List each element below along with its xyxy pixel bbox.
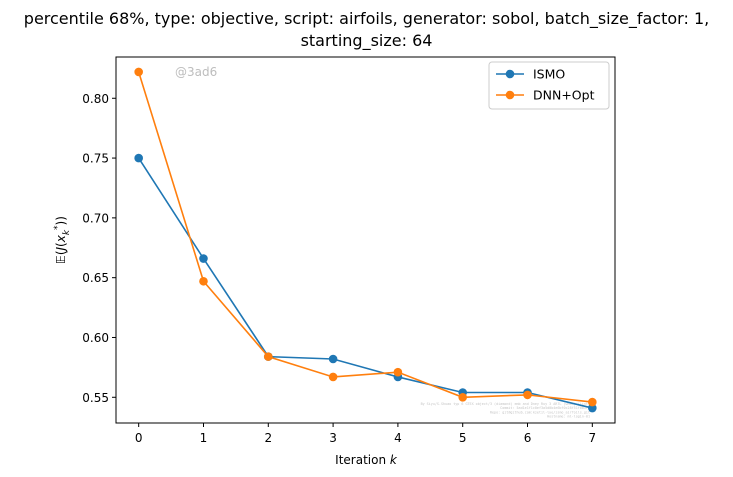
y-tick-label: 0.80: [82, 92, 109, 106]
x-tick-label: 6: [524, 431, 532, 445]
data-point-ismo: [199, 254, 208, 263]
x-axis-label: Iteration k: [335, 453, 398, 467]
footnote-line: Repo: git@github.com:kjetil-lye/ismo_air…: [490, 410, 590, 414]
footnote-line: Hostname: ml-login-01: [547, 415, 590, 419]
y-tick-label: 0.70: [82, 211, 109, 225]
data-point-ismo: [328, 354, 338, 364]
series-line-dnn-opt: [137, 71, 593, 403]
x-axis-ticks: 0 1 2 3 4 5 6 7: [135, 423, 596, 445]
x-tick-label: 3: [329, 431, 337, 445]
y-axis-ticks: 0.55 0.60 0.65 0.70 0.75 0.80: [82, 92, 116, 405]
x-tick-label: 4: [394, 431, 402, 445]
y-tick-label: 0.55: [82, 391, 109, 405]
axes-frame: [115, 56, 616, 424]
x-tick-label: 5: [459, 431, 467, 445]
plot-area: [115, 56, 616, 424]
footnote-line: By Siyu/S.Shuao typ 6 GTEX object/3 (dia…: [421, 402, 590, 406]
data-point-dnn-opt: [588, 397, 597, 407]
footnote-block: By Siyu/S.Shuao typ 6 GTEX object/3 (dia…: [421, 402, 590, 419]
series-line-ismo: [138, 157, 593, 409]
x-tick-label: 0: [135, 431, 143, 445]
legend: ISMO DNN+Opt: [488, 61, 610, 110]
legend-marker-dnn-opt: [505, 90, 515, 100]
data-point-ismo: [134, 153, 143, 163]
footnote-line: Commit: 5ad1e1f1c0ef3a5d0b4e6bf0c28f51f0…: [500, 406, 590, 410]
x-tick-label: 7: [588, 431, 596, 445]
data-point-dnn-opt: [523, 390, 532, 400]
y-tick-label: 0.75: [82, 152, 109, 166]
watermark-text: @3ad6: [175, 65, 217, 79]
y-tick-label: 0.65: [82, 271, 109, 285]
data-point-ismo: [588, 403, 597, 413]
x-tick-label: 1: [200, 431, 208, 445]
series-layer: [134, 67, 597, 413]
legend-label-ismo: ISMO: [533, 67, 565, 82]
data-point-dnn-opt: [393, 367, 403, 377]
data-point-dnn-opt: [458, 392, 468, 402]
data-point-dnn-opt: [199, 276, 208, 286]
legend-label-dnn-opt: DNN+Opt: [533, 88, 595, 103]
chart-title-line-2: starting_size: 64: [301, 31, 433, 51]
legend-marker-ismo: [505, 69, 515, 79]
chart-title-line-1: percentile 68%, type: objective, script:…: [24, 9, 709, 29]
data-point-dnn-opt: [263, 352, 273, 361]
x-tick-label: 2: [264, 431, 272, 445]
x-axis-label-k: k: [390, 453, 398, 467]
y-tick-label: 0.60: [82, 331, 109, 345]
data-point-dnn-opt: [328, 372, 338, 382]
data-point-dnn-opt: [134, 67, 143, 77]
x-axis-label-text: Iteration: [335, 453, 390, 467]
